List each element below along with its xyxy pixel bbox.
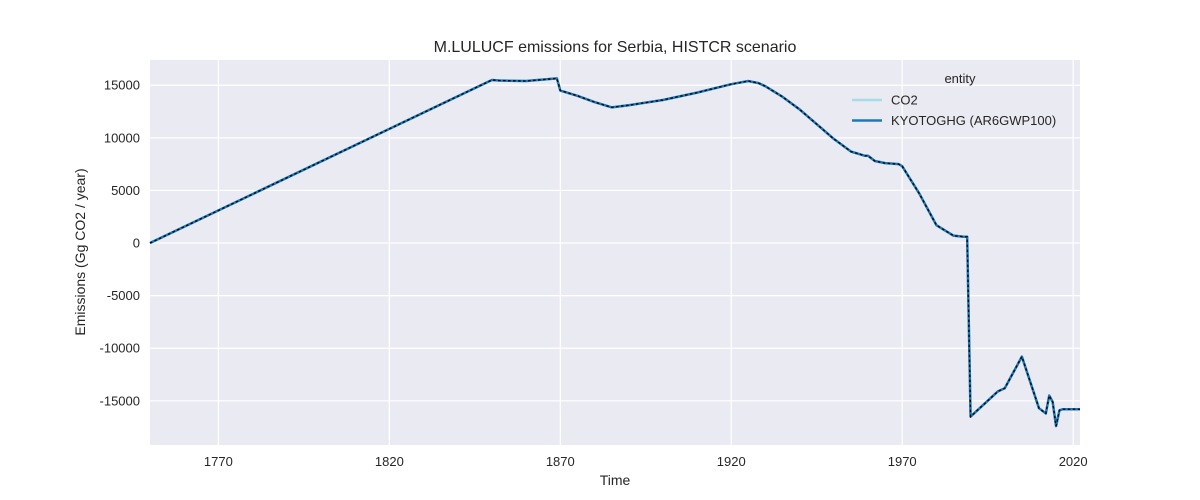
y-tick-label: 10000 — [104, 130, 140, 145]
x-tick-labels: 1770 1820 1870 1920 1970 2020 — [204, 454, 1088, 469]
y-tick-labels: 15000 10000 5000 0 -5000 -10000 -15000 — [100, 78, 140, 409]
legend: entity CO2 KYOTOGHG (AR6GWP100) — [852, 71, 1056, 128]
y-tick-label: -5000 — [107, 288, 140, 303]
legend-label-co2: CO2 — [891, 93, 918, 108]
x-tick-label: 1970 — [888, 454, 917, 469]
y-tick-label: 15000 — [104, 78, 140, 93]
x-tick-label: 1770 — [204, 454, 233, 469]
series-lines — [149, 77, 1080, 428]
plot-area — [150, 60, 1080, 445]
y-axis-label: Emissions (Gg CO2 / year) — [72, 168, 88, 335]
x-tick-label: 1820 — [375, 454, 404, 469]
y-tick-label: 5000 — [111, 183, 140, 198]
x-tick-label: 2020 — [1059, 454, 1088, 469]
chart-title: M.LULUCF emissions for Serbia, HISTCR sc… — [434, 39, 797, 56]
x-tick-label: 1870 — [546, 454, 575, 469]
x-axis-label: Time — [600, 472, 631, 488]
series-line-kyotoghg-ar6gwp100-dashes — [149, 77, 1080, 427]
y-tick-label: 0 — [133, 236, 140, 251]
x-tick-label: 1920 — [717, 454, 746, 469]
legend-label-kyotoghg: KYOTOGHG (AR6GWP100) — [891, 113, 1056, 128]
grid — [150, 60, 1080, 445]
legend-title: entity — [944, 71, 976, 86]
y-tick-label: -10000 — [100, 341, 140, 356]
y-tick-label: -15000 — [100, 393, 140, 408]
